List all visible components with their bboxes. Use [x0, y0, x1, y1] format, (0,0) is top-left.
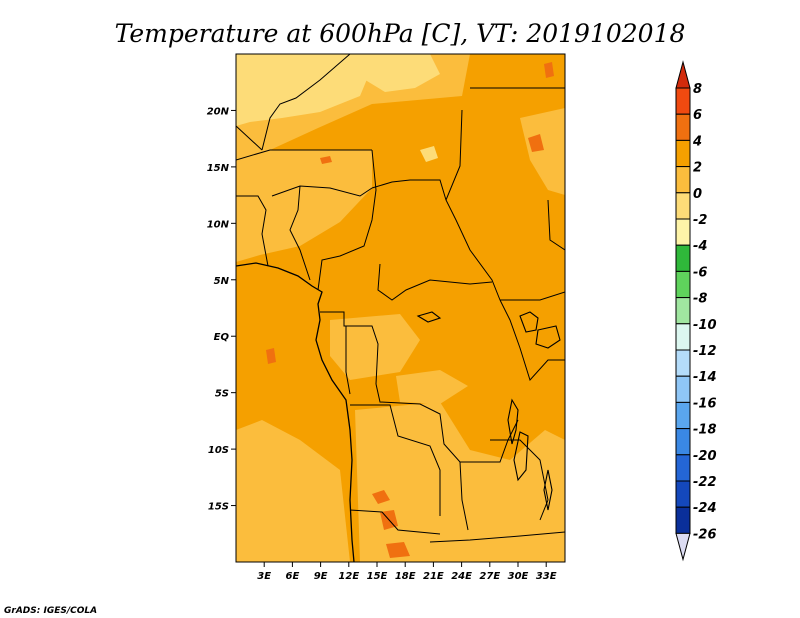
field-cool-north — [350, 54, 440, 92]
colorbar-label: -10 — [693, 318, 717, 333]
colorbar-label: -22 — [693, 475, 717, 490]
y-tick-label: 20N — [207, 106, 230, 117]
x-tick-label: 6E — [286, 571, 300, 582]
colorbar-label: -26 — [693, 527, 717, 542]
colorbar-label: 8 — [693, 82, 702, 97]
colorbar-label: -18 — [693, 423, 717, 438]
x-tick-label: 18E — [395, 571, 416, 582]
y-tick-label: 10S — [208, 445, 229, 456]
colorbar-segment — [675, 244, 691, 272]
colorbar-label: -20 — [693, 449, 717, 464]
colorbar-segment — [675, 428, 691, 456]
colorbar-label: -4 — [693, 239, 707, 254]
field-warm-spot-1 — [266, 348, 276, 364]
colorbar-segment — [675, 218, 691, 246]
chart-title: Temperature at 600hPa [C], VT: 201910201… — [115, 19, 686, 48]
credit-text: GrADS: IGES/COLA — [4, 606, 97, 616]
x-tick-label: 27E — [479, 571, 500, 582]
colorbar-label: 6 — [693, 108, 702, 123]
field-cool-spot — [420, 146, 438, 162]
field-lighter-west — [236, 150, 372, 262]
colorbar-bottom-triangle — [675, 532, 691, 562]
colorbar-segment — [675, 139, 691, 168]
field-lighter-congo — [396, 370, 468, 404]
colorbar-segment — [675, 454, 691, 482]
colorbar-segment — [675, 87, 691, 115]
colorbar-label: -8 — [693, 292, 707, 307]
colorbar-top-triangle — [675, 60, 691, 89]
colorbar-label: -16 — [693, 396, 717, 411]
y-axis: 20N 15N 10N 5N EQ 5S 10S 15S — [207, 106, 236, 513]
country-borders — [236, 54, 565, 543]
temperature-map — [236, 54, 565, 562]
colorbar-segment — [675, 270, 691, 299]
field-lighter-southwest — [236, 420, 350, 562]
colorbar-segment — [675, 166, 691, 194]
field-warm-spot-2 — [320, 156, 332, 164]
lakes — [416, 311, 561, 511]
map-frame — [235, 53, 566, 563]
x-tick-label: 33E — [536, 571, 557, 582]
y-tick-label: EQ — [214, 332, 230, 343]
colorbar-segment — [675, 480, 691, 508]
colorbar-label: 0 — [693, 187, 702, 202]
x-tick-label: 9E — [314, 571, 328, 582]
field-warm-spot-4 — [372, 490, 390, 504]
colorbar-segment — [675, 192, 691, 220]
colorbar-label: -2 — [693, 213, 707, 228]
x-tick-label: 3E — [257, 571, 271, 582]
y-tick-label: 15S — [208, 502, 229, 513]
colorbar-label: -12 — [693, 344, 717, 359]
colorbar-segment — [675, 113, 691, 141]
y-tick-label: 10N — [207, 219, 230, 230]
x-axis: 3E 6E 9E 12E 15E 18E 21E 24E 27E 30E 33E — [257, 562, 557, 582]
colorbar-segment — [675, 506, 691, 534]
colorbar-segment — [675, 323, 691, 351]
field-warm-spot-3 — [528, 134, 544, 152]
x-tick-label: 12E — [338, 571, 359, 582]
field-lighter-east — [520, 108, 565, 195]
y-tick-label: 15N — [207, 163, 230, 174]
y-tick-label: 5N — [214, 276, 230, 287]
x-tick-label: 21E — [423, 571, 444, 582]
field-warm-spot-7 — [544, 62, 554, 78]
colorbar-label: -14 — [693, 370, 717, 385]
x-tick-label: 15E — [367, 571, 388, 582]
field-warm-spot-6 — [386, 542, 410, 558]
y-tick-label: 5S — [215, 389, 229, 400]
x-tick-label: 24E — [451, 571, 472, 582]
colorbar-label: 2 — [693, 161, 702, 176]
colorbar-segment — [675, 401, 691, 430]
field-cool-northwest — [236, 54, 370, 126]
colorbar-segment — [675, 349, 691, 377]
coastline — [236, 262, 355, 562]
colorbar-label: 4 — [692, 134, 702, 149]
colorbar-label: -6 — [693, 265, 707, 280]
field-lighter-south — [355, 402, 565, 562]
colorbar-label: -24 — [693, 501, 717, 516]
colorbar-segment — [675, 297, 691, 325]
x-tick-label: 30E — [508, 571, 529, 582]
colorbar-segment — [675, 375, 691, 403]
field-lighter-central — [330, 314, 420, 380]
colorbar: 8 6 4 2 0 -2 -4 -6 -8 -10 -12 -14 -16 -18 -20 -22 -24 -26 — [675, 60, 717, 562]
